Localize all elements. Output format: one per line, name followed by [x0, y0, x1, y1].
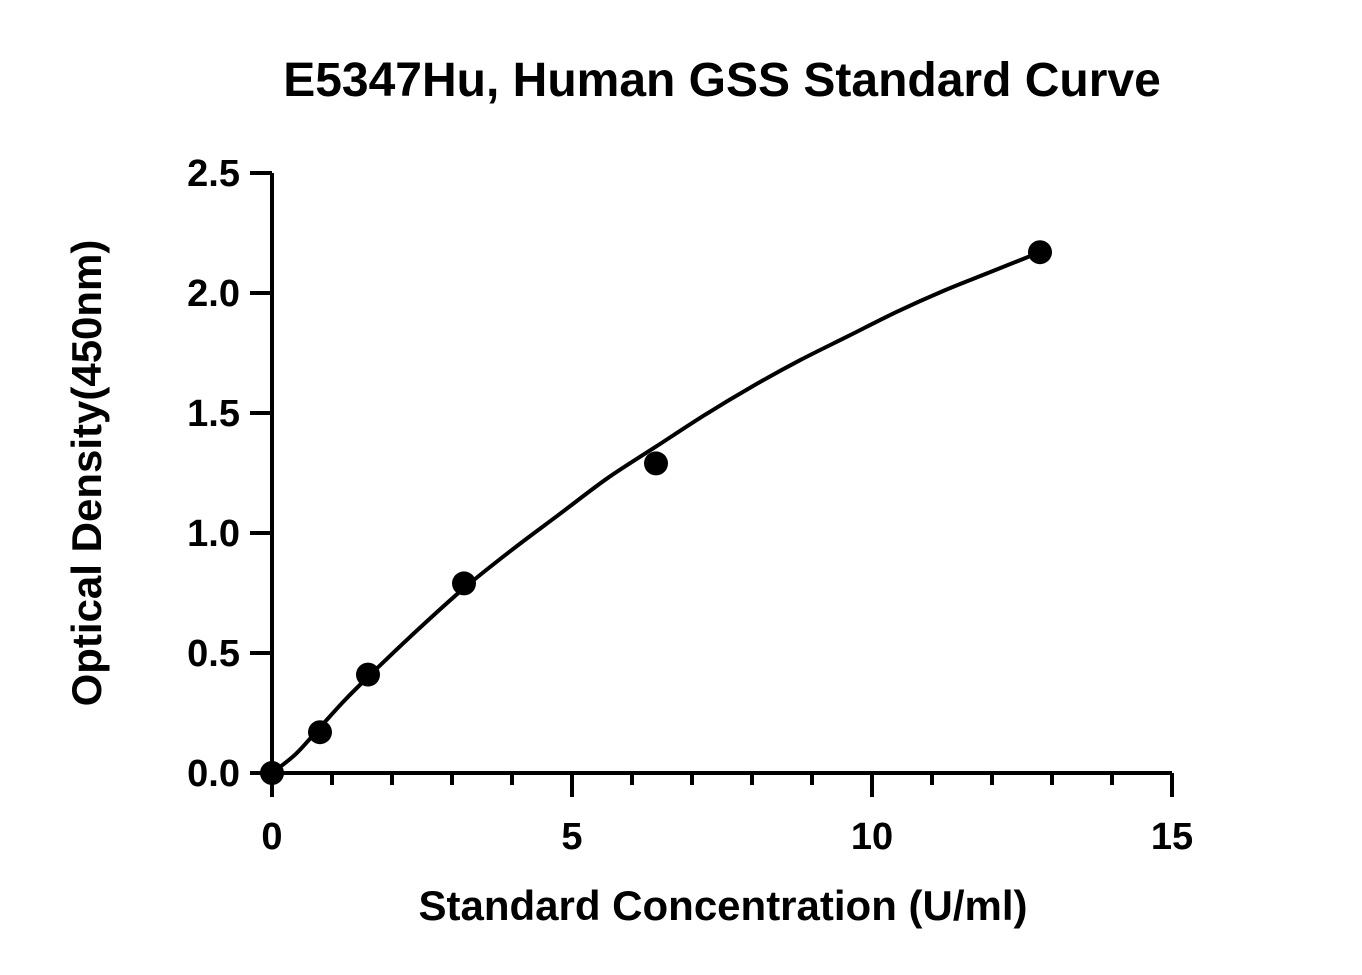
data-point — [644, 451, 668, 476]
y-tick-label: 0.0 — [187, 753, 240, 795]
y-tick-label: 1.5 — [187, 393, 240, 435]
y-axis-label: Optical Density(450nm) — [63, 240, 110, 707]
x-tick-label: 10 — [851, 816, 893, 858]
data-point — [452, 571, 476, 596]
fit-curve-layer — [270, 250, 1041, 775]
data-point — [1028, 240, 1052, 265]
data-points-layer — [260, 240, 1052, 785]
data-point — [356, 662, 380, 687]
y-tick-label: 1.0 — [187, 513, 240, 555]
x-tick-label: 15 — [1151, 816, 1193, 858]
data-point — [260, 761, 284, 785]
axis-ticks: 0.0 0.5 1.0 1.5 2.0 2.5 0 5 10 15 — [187, 153, 1193, 858]
x-tick-label: 5 — [561, 816, 582, 858]
y-tick-label: 2.5 — [187, 153, 240, 195]
x-axis-label: Standard Concentration (U/ml) — [418, 882, 1027, 929]
fit-curve — [270, 250, 1041, 775]
y-tick-label: 2.0 — [187, 273, 240, 315]
axes — [270, 173, 1172, 775]
chart-title: E5347Hu, Human GSS Standard Curve — [283, 54, 1161, 107]
y-tick-label: 0.5 — [187, 633, 240, 675]
data-point — [308, 720, 332, 745]
x-tick-label: 0 — [261, 816, 282, 858]
